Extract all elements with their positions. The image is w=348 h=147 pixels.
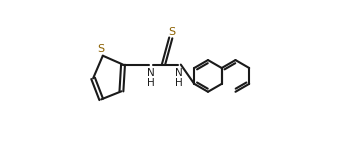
Text: N: N	[147, 69, 155, 78]
Text: S: S	[98, 44, 105, 54]
Text: N: N	[175, 69, 183, 78]
Text: H: H	[175, 78, 183, 88]
Text: S: S	[168, 27, 175, 37]
Text: H: H	[147, 78, 155, 88]
